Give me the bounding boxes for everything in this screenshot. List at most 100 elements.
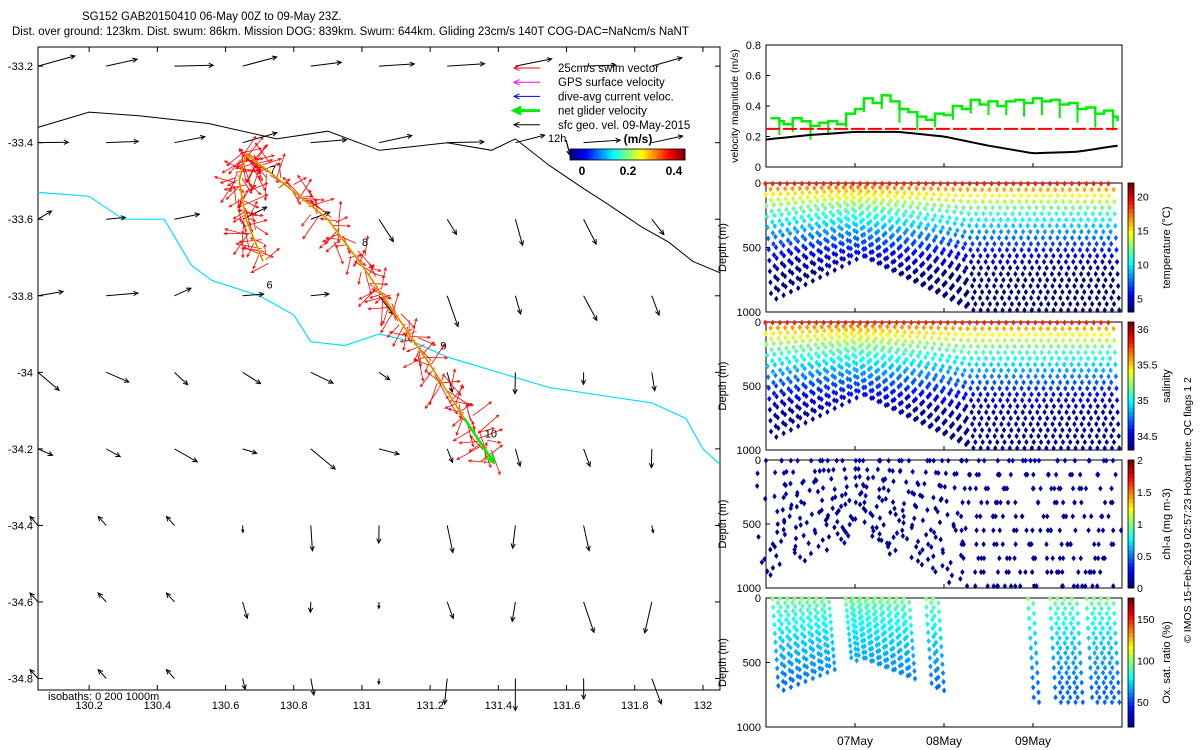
data-point bbox=[832, 267, 837, 274]
data-point bbox=[1110, 264, 1115, 271]
data-point bbox=[839, 255, 844, 262]
data-point bbox=[803, 374, 808, 381]
data-point bbox=[897, 457, 902, 464]
arrow-head bbox=[307, 607, 314, 614]
data-point bbox=[809, 511, 815, 518]
arrow-head bbox=[199, 134, 207, 141]
data-point bbox=[999, 240, 1004, 247]
data-point bbox=[850, 319, 856, 326]
data-point bbox=[936, 335, 942, 342]
data-point bbox=[1028, 282, 1033, 289]
data-point bbox=[1038, 325, 1043, 332]
data-point bbox=[1038, 289, 1043, 296]
data-point bbox=[819, 599, 824, 606]
data-point bbox=[1017, 210, 1023, 217]
data-point bbox=[799, 352, 804, 359]
arrow-shaft bbox=[296, 195, 313, 199]
data-point bbox=[862, 519, 867, 526]
data-point bbox=[933, 534, 938, 541]
data-point bbox=[821, 319, 826, 326]
data-point bbox=[1049, 569, 1054, 576]
arrow-head bbox=[165, 592, 172, 598]
data-point bbox=[1053, 471, 1059, 478]
data-point bbox=[872, 623, 878, 630]
data-point bbox=[845, 341, 850, 348]
data-point bbox=[968, 204, 973, 211]
data-point bbox=[1074, 276, 1079, 283]
data-point bbox=[916, 362, 922, 369]
data-point bbox=[1060, 325, 1065, 332]
data-point bbox=[825, 270, 830, 277]
data-point bbox=[1062, 234, 1068, 241]
data-point bbox=[776, 608, 781, 615]
arrow-head bbox=[374, 300, 379, 304]
data-point bbox=[999, 295, 1005, 302]
data-point bbox=[1085, 343, 1090, 350]
data-point bbox=[992, 252, 998, 259]
data-point bbox=[894, 180, 899, 187]
data-point bbox=[1101, 689, 1107, 696]
data-point bbox=[781, 391, 787, 398]
data-point bbox=[1063, 258, 1069, 265]
data-point bbox=[812, 661, 817, 668]
data-point bbox=[801, 243, 806, 250]
depth-tick-label: 1000 bbox=[737, 445, 761, 457]
arrow-shaft bbox=[515, 134, 545, 144]
data-point bbox=[1089, 301, 1095, 308]
data-point bbox=[888, 616, 894, 623]
data-point bbox=[1053, 610, 1058, 617]
arrow-shaft bbox=[29, 516, 39, 526]
data-point bbox=[1034, 659, 1039, 666]
data-point bbox=[980, 439, 985, 446]
current-arrow bbox=[651, 56, 683, 67]
data-point bbox=[1066, 415, 1072, 422]
data-point bbox=[962, 268, 967, 275]
data-point bbox=[803, 236, 808, 243]
data-point bbox=[1019, 331, 1024, 338]
data-point bbox=[1050, 555, 1055, 562]
data-point bbox=[812, 527, 817, 534]
data-point bbox=[945, 219, 950, 226]
data-point bbox=[917, 200, 922, 207]
data-point bbox=[886, 487, 891, 494]
data-point bbox=[853, 623, 858, 630]
data-point bbox=[778, 538, 784, 545]
data-point bbox=[930, 565, 936, 572]
arrow-shaft bbox=[382, 306, 390, 325]
temperature-cbar-label: temperature (°C) bbox=[1161, 206, 1173, 288]
data-point bbox=[920, 260, 926, 267]
data-point bbox=[1035, 240, 1041, 247]
data-point bbox=[865, 475, 871, 482]
data-point bbox=[911, 367, 917, 374]
data-point bbox=[1115, 270, 1120, 277]
data-point bbox=[964, 276, 970, 283]
swim-vector bbox=[452, 429, 473, 442]
data-point bbox=[771, 251, 777, 258]
data-point bbox=[1078, 409, 1084, 416]
data-point bbox=[854, 629, 859, 636]
data-point bbox=[1038, 427, 1043, 434]
data-point bbox=[1063, 246, 1068, 253]
data-point bbox=[965, 300, 971, 307]
data-point bbox=[1095, 445, 1100, 452]
arrow-shaft bbox=[369, 293, 382, 299]
data-point bbox=[1082, 198, 1088, 205]
data-point bbox=[936, 196, 942, 203]
data-point bbox=[1047, 595, 1053, 602]
data-point bbox=[990, 385, 995, 392]
arrow-shaft bbox=[245, 184, 257, 192]
data-point bbox=[1104, 694, 1109, 701]
arrow-shaft bbox=[29, 669, 39, 679]
swim-vector bbox=[245, 184, 257, 192]
data-point bbox=[897, 225, 902, 232]
data-point bbox=[1064, 270, 1069, 277]
data-point bbox=[943, 279, 948, 286]
data-point bbox=[912, 238, 917, 245]
data-point bbox=[814, 602, 820, 609]
data-point bbox=[891, 249, 897, 256]
data-point bbox=[1057, 379, 1063, 386]
data-point bbox=[787, 406, 792, 413]
scale-arrow-label: 12h bbox=[548, 133, 566, 145]
data-point bbox=[1023, 569, 1028, 576]
colorbar-swatch bbox=[630, 149, 634, 160]
